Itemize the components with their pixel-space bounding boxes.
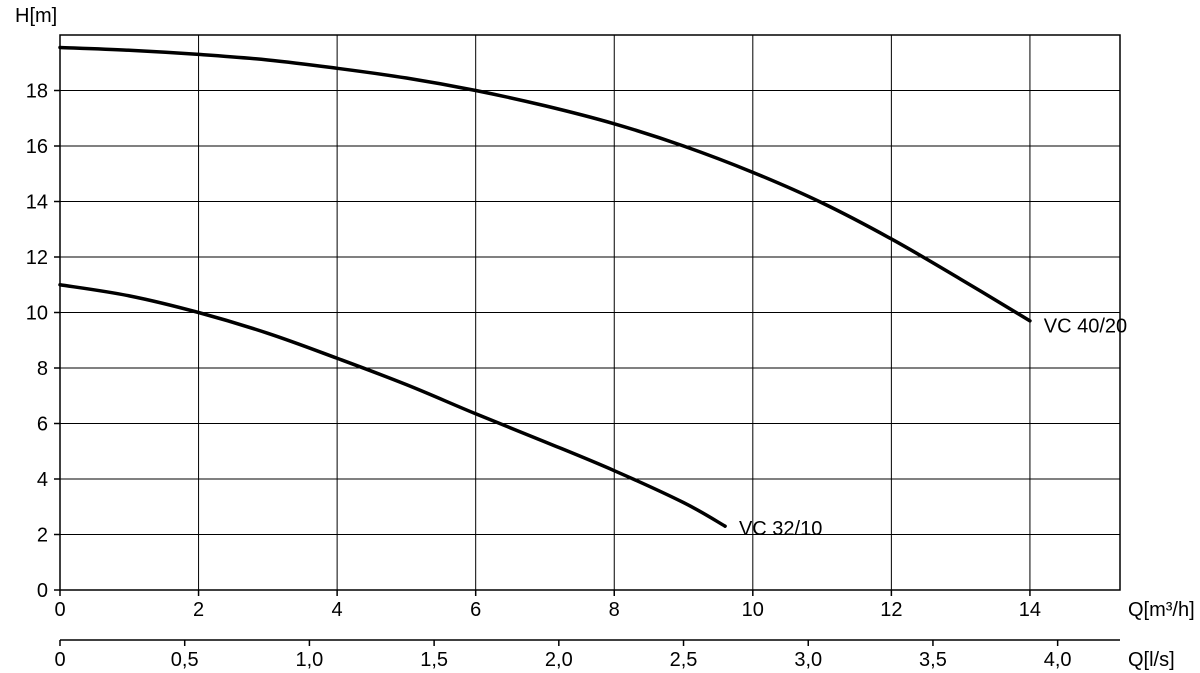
x2-tick-label: 0,5 (171, 649, 199, 671)
pump-curve-chart: 0 2 4 6 8 10 12 14 Q[m³/h] 0 2 4 6 8 10 12 14 16 18 H[m] 0 0,… (0, 0, 1200, 673)
series-label: VC 40/20 (1044, 315, 1127, 337)
x1-tick-label: 12 (880, 599, 902, 621)
x2-tick-label: 0 (54, 649, 65, 671)
x1-tick-label: 2 (193, 599, 204, 621)
y-tick-label: 8 (37, 358, 48, 380)
x2-tick-label: 1,0 (296, 649, 324, 671)
x2-tick-label: 3,5 (919, 649, 947, 671)
y-tick-label: 16 (26, 136, 48, 158)
x2-tick-label: 3,0 (794, 649, 822, 671)
y-tick-label: 2 (37, 525, 48, 547)
x2-tick-label: 1,5 (420, 649, 448, 671)
x1-tick-label: 4 (332, 599, 343, 621)
x2-tick-label: 2,0 (545, 649, 573, 671)
x1-axis-label: Q[m³/h] (1128, 599, 1195, 621)
series-label: VC 32/10 (739, 518, 822, 540)
x1-tick-label: 8 (609, 599, 620, 621)
x2-tick-label: 4,0 (1044, 649, 1072, 671)
x1-tick-label: 6 (470, 599, 481, 621)
y-tick-label: 14 (26, 192, 48, 214)
x2-tick-label: 2,5 (670, 649, 698, 671)
y-tick-label: 4 (37, 469, 48, 491)
y-tick-label: 18 (26, 81, 48, 103)
x2-axis-label: Q[l/s] (1128, 649, 1175, 671)
y-tick-label: 6 (37, 414, 48, 436)
y-tick-label: 0 (37, 580, 48, 602)
y-tick-label: 10 (26, 303, 48, 325)
x1-tick-label: 0 (54, 599, 65, 621)
y-axis-label: H[m] (15, 5, 57, 27)
x1-tick-label: 14 (1019, 599, 1041, 621)
y-tick-label: 12 (26, 247, 48, 269)
x1-tick-label: 10 (742, 599, 764, 621)
